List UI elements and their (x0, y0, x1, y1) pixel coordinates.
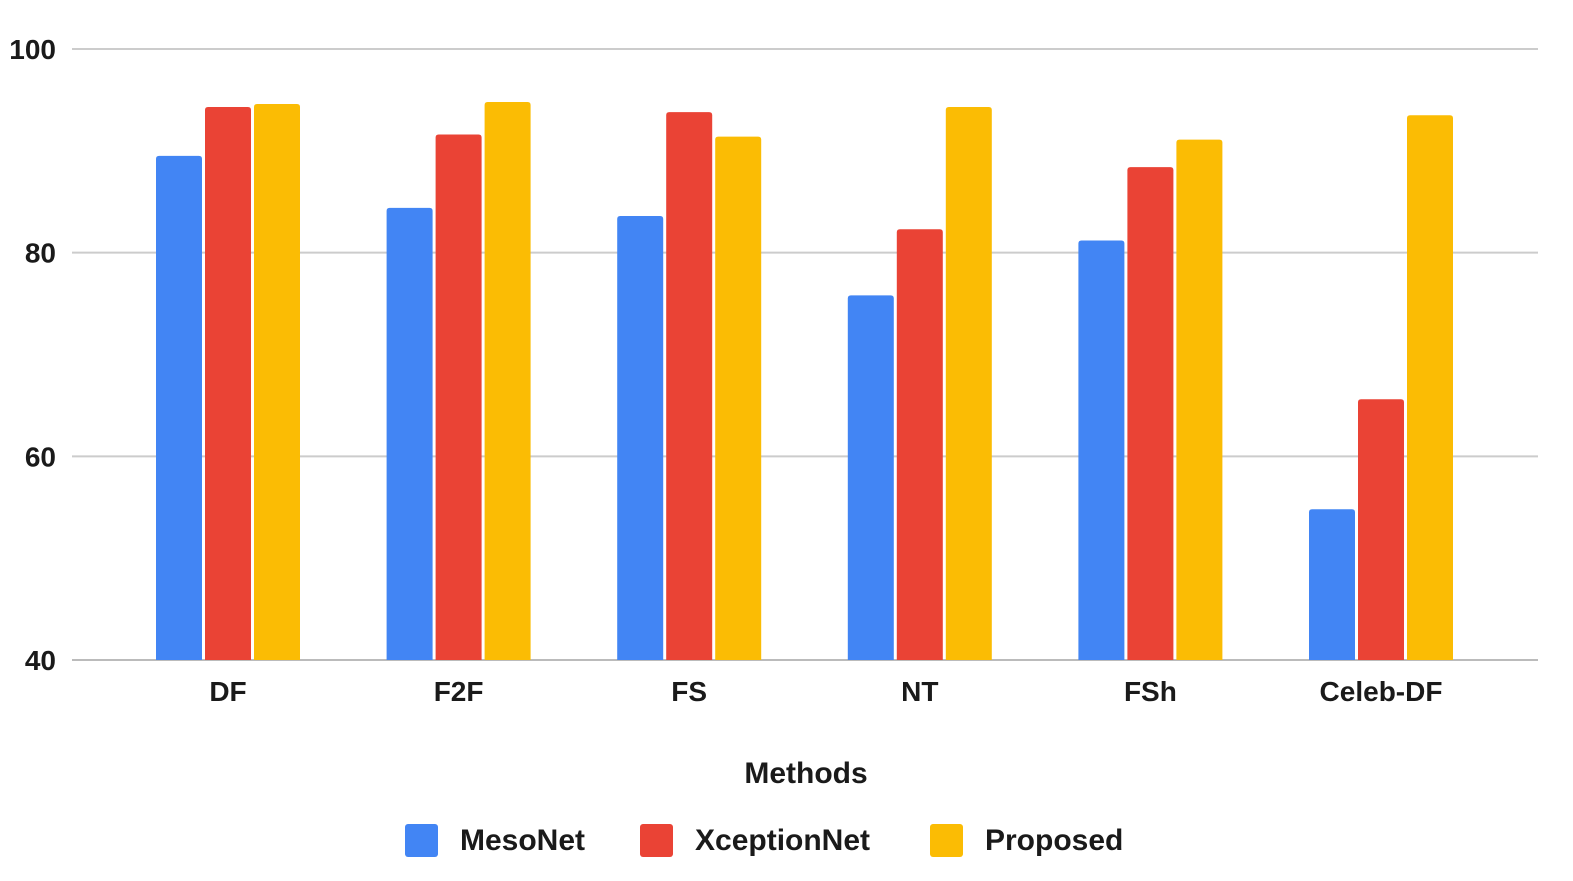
bar-proposed-df (254, 103, 300, 661)
legend: MesoNet XceptionNet Proposed (405, 824, 1123, 857)
bar-mesonet-nt (847, 295, 894, 660)
y-tick-label: 100 (9, 34, 56, 65)
legend-swatch (930, 824, 963, 857)
bar-xceptionnet-fs (666, 112, 713, 661)
bar-mesonet-df (156, 155, 202, 661)
bar-xceptionnet-f2f (435, 134, 482, 661)
bar-mesonet-f2f (386, 207, 433, 661)
x-axis-ticks: DF F2F FS NT FSh Celeb-DF (209, 676, 1442, 707)
legend-item-xceptionnet: XceptionNet (640, 824, 870, 857)
legend-swatch (405, 824, 438, 857)
bar-xceptionnet-df (205, 107, 251, 661)
bar-proposed-celeb-df (1407, 115, 1453, 661)
legend-item-mesonet: MesoNet (405, 824, 585, 857)
legend-swatch (640, 824, 673, 857)
bar-xceptionnet-fsh (1127, 167, 1174, 661)
gridlines (72, 48, 1538, 661)
bar-mesonet-fsh (1078, 240, 1125, 661)
y-tick-label: 80 (25, 238, 56, 269)
bar-proposed-f2f (484, 101, 531, 661)
x-tick-label: NT (901, 676, 938, 707)
bar-proposed-fs (715, 136, 762, 660)
x-tick-label: F2F (434, 676, 484, 707)
bar-xceptionnet-nt (896, 229, 943, 660)
bar-proposed-nt (945, 107, 992, 661)
bar-xceptionnet-celeb-df (1358, 399, 1404, 660)
legend-label: Proposed (985, 824, 1123, 857)
bar-mesonet-celeb-df (1309, 509, 1355, 660)
x-tick-label: FSh (1124, 676, 1177, 707)
x-axis-title: Methods (744, 757, 867, 790)
x-tick-label: Celeb-DF (1320, 676, 1443, 707)
y-axis-ticks: 40 60 80 100 (9, 34, 56, 676)
y-tick-label: 60 (25, 441, 56, 472)
legend-label: XceptionNet (695, 824, 870, 857)
bar-mesonet-fs (617, 216, 664, 661)
bar-proposed-fsh (1176, 139, 1223, 661)
legend-label: MesoNet (460, 824, 585, 857)
x-tick-label: DF (209, 676, 246, 707)
legend-item-proposed: Proposed (930, 824, 1123, 857)
bars (156, 101, 1453, 661)
x-tick-label: FS (671, 676, 707, 707)
y-tick-label: 40 (25, 645, 56, 676)
